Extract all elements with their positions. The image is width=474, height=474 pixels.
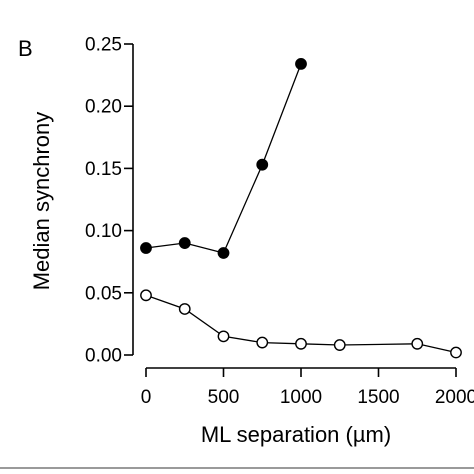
y-tick-label: 0.00 bbox=[85, 346, 122, 367]
y-axis-title: Median synchrony bbox=[29, 112, 54, 291]
series-1 bbox=[140, 58, 307, 259]
open-data-point bbox=[295, 337, 307, 350]
bottom-divider bbox=[0, 467, 474, 469]
open-data-point bbox=[256, 336, 269, 349]
filled-data-point bbox=[256, 158, 269, 171]
series-layer bbox=[140, 58, 462, 359]
x-tick-label: 2000 bbox=[435, 387, 474, 408]
open-data-point bbox=[450, 346, 462, 359]
y-tick-label: 0.10 bbox=[85, 221, 122, 242]
filled-data-point bbox=[217, 247, 230, 259]
x-tick-label: 0 bbox=[141, 387, 152, 408]
open-data-point bbox=[333, 339, 346, 351]
panel-label: B bbox=[18, 36, 33, 61]
y-tick-label: 0.15 bbox=[85, 159, 122, 180]
y-tick-label: 0.20 bbox=[85, 97, 122, 118]
tick-labels: 0.00 0.05 0.10 0.15 0.20 0.25 0 500 1000 1500 2000 bbox=[85, 35, 474, 409]
open-data-point bbox=[140, 289, 152, 302]
open-data-point bbox=[217, 330, 230, 343]
open-data-point bbox=[178, 303, 191, 315]
open-data-point bbox=[411, 337, 424, 350]
y-tick-label: 0.25 bbox=[85, 35, 122, 56]
filled-data-point bbox=[140, 242, 152, 254]
x-tick-label: 1000 bbox=[280, 387, 322, 408]
filled-data-point bbox=[295, 58, 307, 70]
filled-data-point bbox=[178, 237, 191, 249]
x-tick-label: 500 bbox=[208, 387, 240, 408]
series-line bbox=[145, 63, 302, 254]
x-axis-title: ML separation (µm) bbox=[201, 422, 391, 447]
series-line bbox=[145, 294, 457, 354]
axes bbox=[124, 43, 457, 377]
series-2 bbox=[140, 289, 462, 359]
x-tick-label: 1500 bbox=[357, 387, 399, 408]
y-tick-label: 0.05 bbox=[85, 283, 122, 304]
